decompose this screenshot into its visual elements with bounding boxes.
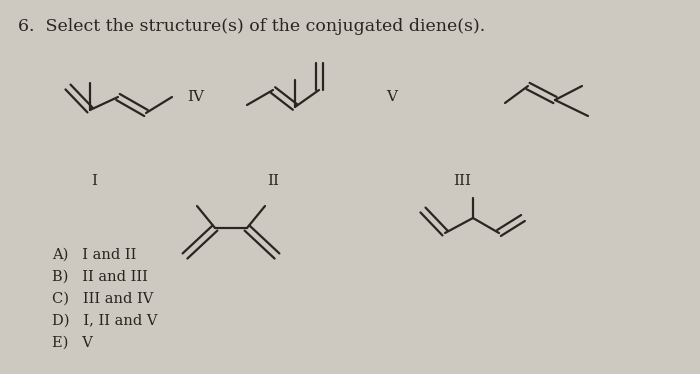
Text: D)   I, II and V: D) I, II and V — [52, 314, 158, 328]
Text: B)   II and III: B) II and III — [52, 270, 148, 284]
Text: 6.  Select the structure(s) of the conjugated diene(s).: 6. Select the structure(s) of the conjug… — [18, 18, 485, 35]
Text: V: V — [386, 90, 398, 104]
Text: E)   V: E) V — [52, 336, 93, 350]
Text: I: I — [92, 174, 97, 188]
Text: III: III — [453, 174, 471, 188]
Text: A)   I and II: A) I and II — [52, 248, 136, 262]
Text: C)   III and IV: C) III and IV — [52, 292, 153, 306]
Text: IV: IV — [188, 90, 204, 104]
Text: II: II — [267, 174, 279, 188]
